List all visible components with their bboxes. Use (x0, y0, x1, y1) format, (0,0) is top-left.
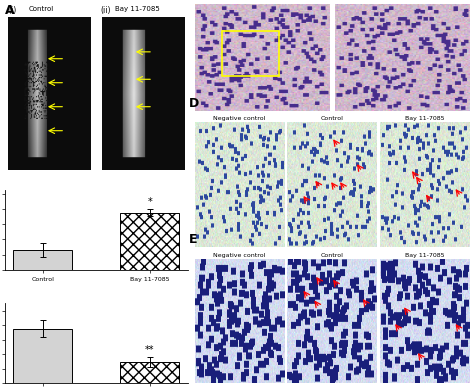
Bar (120, 213, 180, 270)
Text: A: A (5, 4, 14, 17)
Title: Control: Control (320, 253, 343, 258)
Text: E: E (189, 233, 198, 246)
Title: Negative control: Negative control (213, 253, 265, 258)
Bar (13, 250, 72, 270)
Text: *: * (147, 197, 152, 207)
Title: Negative control: Negative control (213, 116, 265, 121)
Text: D: D (189, 97, 200, 110)
Text: **: ** (145, 345, 155, 355)
Bar (222, 31, 279, 75)
Text: pho-AKT: pho-AKT (473, 308, 474, 334)
Bar (120, 362, 180, 383)
Title: Control: Control (320, 116, 343, 121)
Title: Bay 11-7085: Bay 11-7085 (405, 116, 445, 121)
Text: (i): (i) (9, 5, 17, 15)
Text: (ii): (ii) (100, 5, 110, 15)
Text: Bay 11-7085: Bay 11-7085 (115, 5, 159, 12)
Text: pho-p65: pho-p65 (473, 171, 474, 198)
Bar (13, 329, 72, 383)
Title: Bay 11-7085: Bay 11-7085 (405, 253, 445, 258)
Text: Control: Control (28, 5, 54, 12)
